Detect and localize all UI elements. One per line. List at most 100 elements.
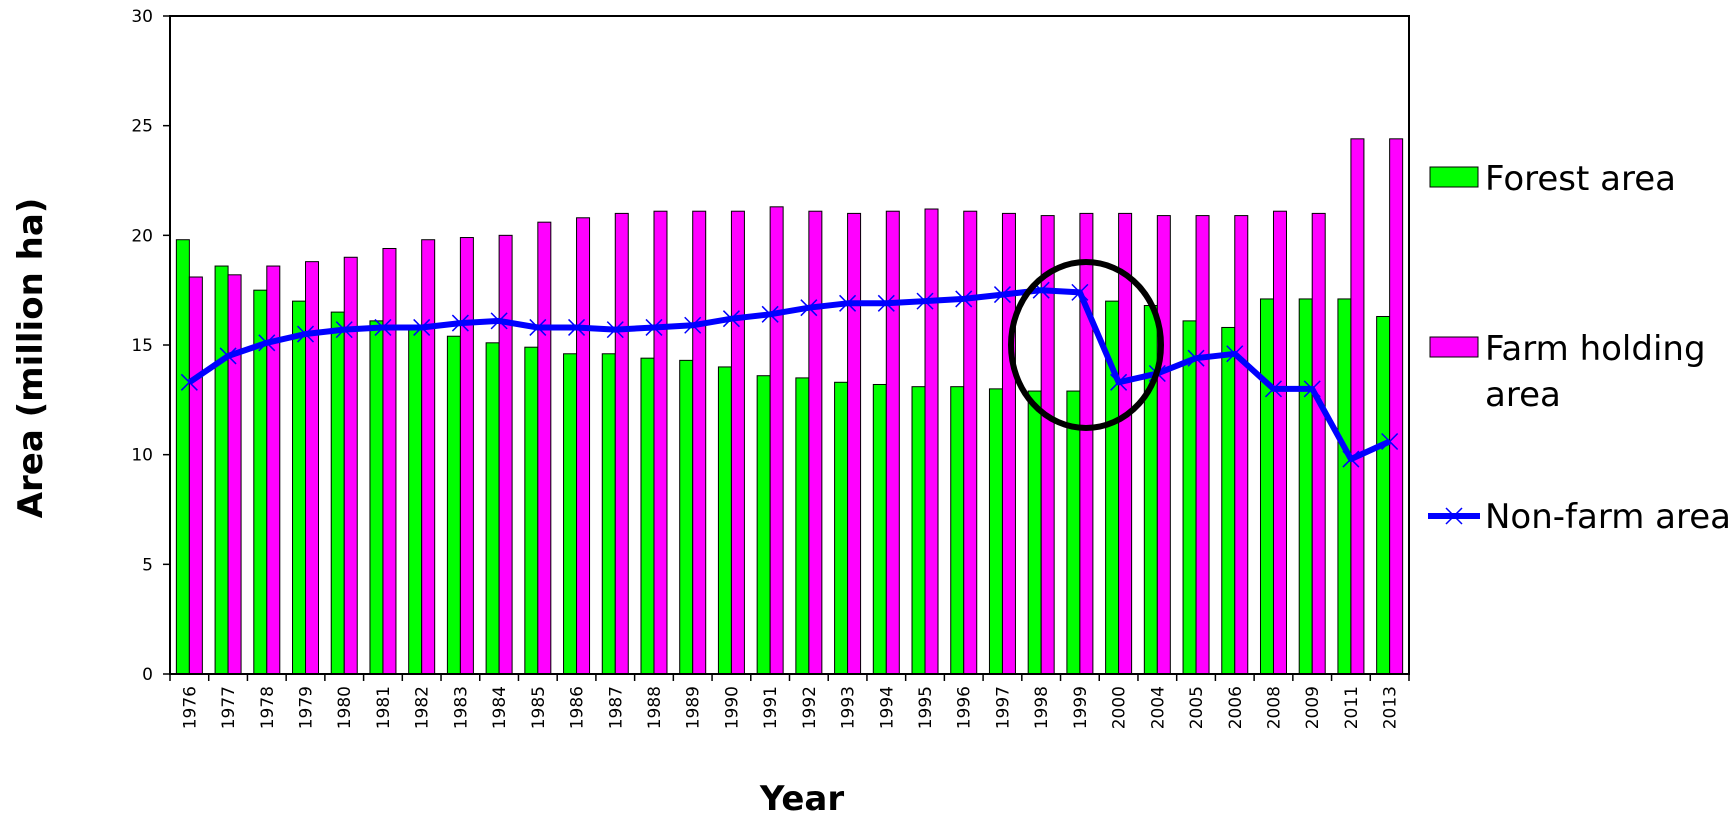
x-tick-label-2008: 2008 [1264,686,1284,729]
y-tick-label-10: 10 [131,446,153,466]
bar-forest-1982 [408,329,423,675]
bar-farm-2008 [1272,210,1287,675]
y-tick-label-5: 5 [142,555,153,575]
bar-farm-1983 [459,237,474,675]
y-tick-label-30: 30 [131,7,153,27]
bar-farm-2006 [1234,215,1249,675]
point-nonfarm-2011 [1342,450,1360,468]
bar-forest-1987 [601,353,616,675]
bar-forest-1996 [950,386,965,675]
point-nonfarm-1999 [1071,283,1089,301]
bar-forest-1976 [175,239,190,675]
bar-farm-1988 [653,210,668,675]
bar-farm-1980 [343,256,358,675]
bar-forest-1998 [1027,390,1042,675]
bar-farm-2004 [1156,215,1171,675]
point-nonfarm-2009 [1303,380,1321,398]
bar-farm-1986 [576,217,591,675]
bar-farm-1985 [537,221,552,675]
bar-farm-1976 [188,276,203,675]
point-nonfarm-1991 [761,305,779,323]
y-tick-label-20: 20 [131,226,153,246]
bar-forest-2011 [1337,298,1352,675]
x-tick-label-1999: 1999 [1071,686,1091,729]
x-tick-label-1993: 1993 [839,686,859,729]
point-nonfarm-1990 [722,310,740,328]
bar-farm-1987 [614,212,629,675]
x-tick-label-1994: 1994 [877,686,897,729]
point-nonfarm-1977 [219,347,237,365]
x-tick-label-1989: 1989 [684,686,704,729]
x-tick-label-1987: 1987 [606,686,626,729]
legend-farm-swatch [1429,336,1479,358]
point-nonfarm-2005 [1187,349,1205,367]
x-tick-label-1988: 1988 [645,686,665,729]
x-tick-label-2005: 2005 [1187,686,1207,729]
point-nonfarm-1992 [800,299,818,317]
bar-forest-2009 [1298,298,1313,675]
x-tick-label-1977: 1977 [219,686,239,729]
bar-forest-2004 [1143,305,1158,675]
bar-farm-1992 [808,210,823,675]
bar-farm-1978 [266,265,281,675]
non-farm-line-path [187,287,1391,463]
bar-farm-1989 [692,210,707,675]
x-tick-label-1995: 1995 [916,686,936,729]
bar-forest-1980 [330,311,345,675]
x-tick-label-2004: 2004 [1148,686,1168,729]
point-nonfarm-1985 [529,318,547,336]
x-tick-label-1982: 1982 [413,686,433,729]
bar-farm-1982 [421,239,436,675]
point-nonfarm-1976 [180,373,198,391]
non-farm-line [180,281,1399,468]
bar-farm-2005 [1195,215,1210,675]
bar-forest-1989 [679,359,694,675]
y-tick-label-25: 25 [131,117,153,137]
bar-forest-1988 [640,357,655,675]
x-axis-title: Year [759,779,845,813]
bar-farm-2011 [1350,138,1365,675]
x-tick-label-1990: 1990 [722,686,742,729]
x-tick-label-1998: 1998 [1032,686,1052,729]
legend-forest-label: Forest area [1485,159,1676,199]
bar-forest-1977 [214,265,229,675]
highlight-circle [1008,259,1164,431]
x-tick-label-1984: 1984 [490,686,510,729]
y-tick-label-0: 0 [142,665,153,685]
bar-forest-1983 [446,335,461,675]
x-tick-label-1986: 1986 [568,686,588,729]
legend-nonfarm-label: Non-farm area [1485,497,1731,537]
x-tick-label-2000: 2000 [1110,686,1130,729]
point-nonfarm-1997 [993,286,1011,304]
legend-forest-swatch [1429,166,1479,188]
bar-farm-1997 [1001,212,1016,675]
point-nonfarm-2000 [1110,373,1128,391]
x-tick-label-1991: 1991 [761,686,781,729]
bar-forest-2005 [1182,320,1197,675]
bar-farm-1991 [769,206,784,675]
x-tick-label-1981: 1981 [374,686,394,729]
point-nonfarm-1981 [374,318,392,336]
bar-forest-1994 [872,383,887,675]
x-tick-label-1976: 1976 [180,686,200,729]
bar-forest-1991 [756,375,771,675]
x-tick-label-2011: 2011 [1342,686,1362,729]
bar-farm-1981 [382,247,397,675]
x-tick-label-1983: 1983 [451,686,471,729]
x-tick-label-1980: 1980 [335,686,355,729]
x-tick-label-1997: 1997 [993,686,1013,729]
bar-forest-1995 [911,386,926,675]
bar-forest-1985 [524,346,539,675]
bar-farm-1995 [924,208,939,675]
x-tick-label-1979: 1979 [297,686,317,729]
bar-forest-1992 [795,377,810,675]
bar-forest-1986 [563,353,578,675]
bar-farm-2000 [1118,212,1133,675]
point-nonfarm-1986 [568,318,586,336]
x-tick-label-1978: 1978 [258,686,278,729]
bar-farm-2009 [1311,212,1326,675]
x-tick-label-2006: 2006 [1226,686,1246,729]
point-nonfarm-1979 [296,325,315,343]
point-nonfarm-1994 [877,294,895,312]
